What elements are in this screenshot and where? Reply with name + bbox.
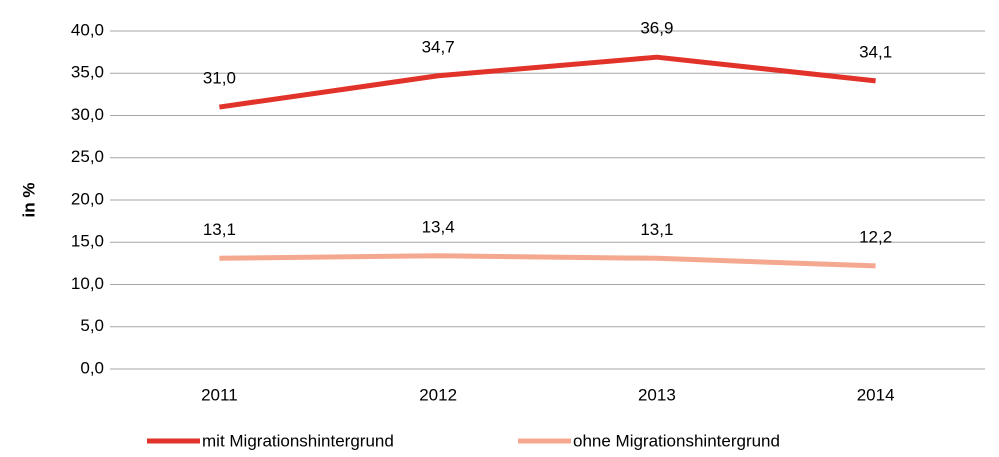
data-label: 13,1 <box>640 220 673 239</box>
data-label: 36,9 <box>640 19 673 38</box>
data-label: 31,0 <box>203 69 236 88</box>
legend-label: mit Migrationshintergrund <box>202 431 394 450</box>
data-label: 34,7 <box>422 37 455 56</box>
series-line <box>219 253 876 269</box>
x-tick-label: 2013 <box>638 385 676 404</box>
y-tick-label: 10,0 <box>71 274 104 293</box>
x-tick-label: 2012 <box>419 385 457 404</box>
data-label: 13,1 <box>203 220 236 239</box>
data-label: 12,2 <box>859 227 892 246</box>
y-tick-label: 35,0 <box>71 63 104 82</box>
y-tick-label: 0,0 <box>80 358 104 377</box>
y-axis-label: in % <box>19 183 38 218</box>
legend-label: ohne Migrationshintergrund <box>573 431 780 450</box>
y-tick-label: 5,0 <box>80 316 104 335</box>
x-tick-label: 2014 <box>857 385 895 404</box>
data-label: 34,1 <box>859 42 892 61</box>
series-line <box>219 54 876 110</box>
x-tick-label: 2011 <box>201 385 238 404</box>
data-label: 13,4 <box>422 217 455 236</box>
y-tick-label: 40,0 <box>71 20 104 39</box>
y-tick-label: 15,0 <box>71 232 104 251</box>
y-tick-label: 20,0 <box>71 189 104 208</box>
y-tick-label: 30,0 <box>71 105 104 124</box>
y-tick-label: 25,0 <box>71 147 104 166</box>
